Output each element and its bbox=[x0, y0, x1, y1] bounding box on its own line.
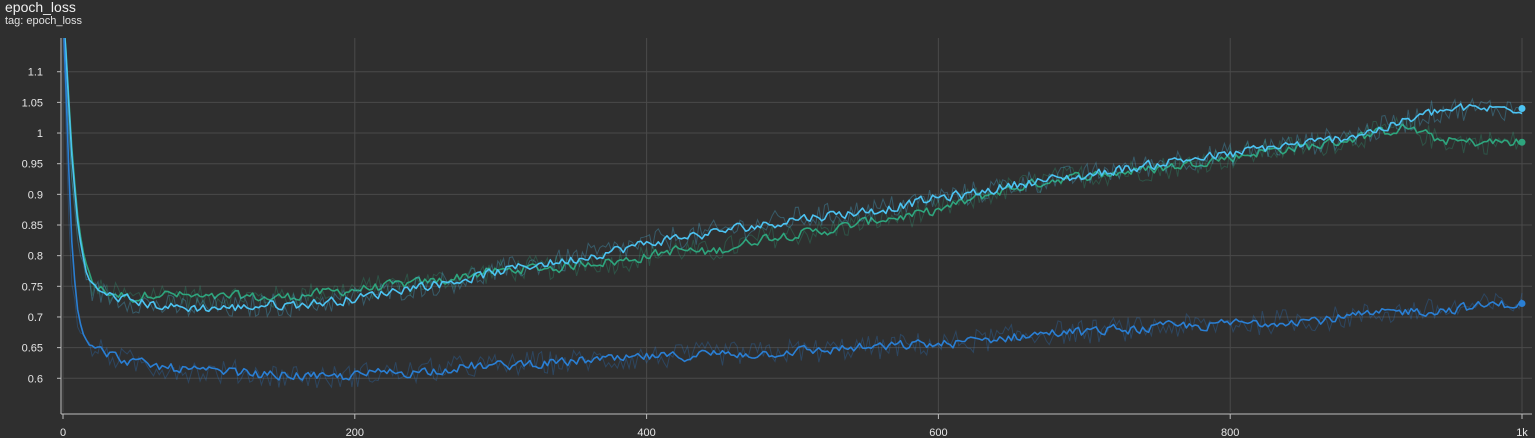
series-endpoint-marker bbox=[1518, 105, 1526, 113]
series-smoothed-line[interactable] bbox=[63, 10, 1523, 313]
x-tick-label: 0 bbox=[60, 427, 66, 438]
grid bbox=[62, 38, 1532, 412]
series-endpoint-marker bbox=[1518, 299, 1526, 307]
y-tick-label: 0.8 bbox=[28, 251, 43, 263]
y-tick-label: 1 bbox=[37, 128, 43, 140]
tick-labels: 0.6 0.65 0.7 0.75 0.8 0.85 0.9 0.95 1 1.05 1.1 0 200… bbox=[22, 67, 1529, 438]
y-tick-label: 0.75 bbox=[22, 281, 43, 293]
series-raw-line bbox=[63, 38, 1523, 309]
axes bbox=[57, 38, 1532, 419]
y-tick-label: 0.85 bbox=[22, 220, 43, 232]
series-raw-line bbox=[63, 38, 1523, 318]
chart-title: epoch_loss bbox=[5, 0, 76, 15]
chart-tag: tag: epoch_loss bbox=[5, 15, 83, 27]
y-tick-label: 0.6 bbox=[28, 373, 43, 385]
y-tick-label: 1.05 bbox=[22, 97, 43, 109]
x-tick-label: 400 bbox=[637, 427, 655, 438]
series-1[interactable] bbox=[63, 9, 1523, 309]
y-tick-label: 0.7 bbox=[28, 312, 43, 324]
series-smoothed-line[interactable] bbox=[63, 13, 1523, 381]
series-smoothed-line[interactable] bbox=[63, 12, 1523, 303]
y-tick-label: 0.95 bbox=[22, 159, 43, 171]
series-raw-line bbox=[63, 38, 1523, 389]
y-tick-label: 1.1 bbox=[28, 67, 43, 79]
series-2[interactable] bbox=[63, 10, 1523, 318]
series-endpoint-marker bbox=[1518, 138, 1526, 146]
x-tick-label: 800 bbox=[1221, 427, 1239, 438]
y-tick-label: 0.9 bbox=[28, 189, 43, 201]
series-lines bbox=[63, 7, 1526, 389]
y-tick-label: 0.65 bbox=[22, 343, 43, 355]
x-tick-label: 200 bbox=[346, 427, 364, 438]
x-tick-label: 1k bbox=[1516, 427, 1528, 438]
series-3[interactable] bbox=[63, 7, 1523, 389]
x-tick-label: 600 bbox=[929, 427, 947, 438]
